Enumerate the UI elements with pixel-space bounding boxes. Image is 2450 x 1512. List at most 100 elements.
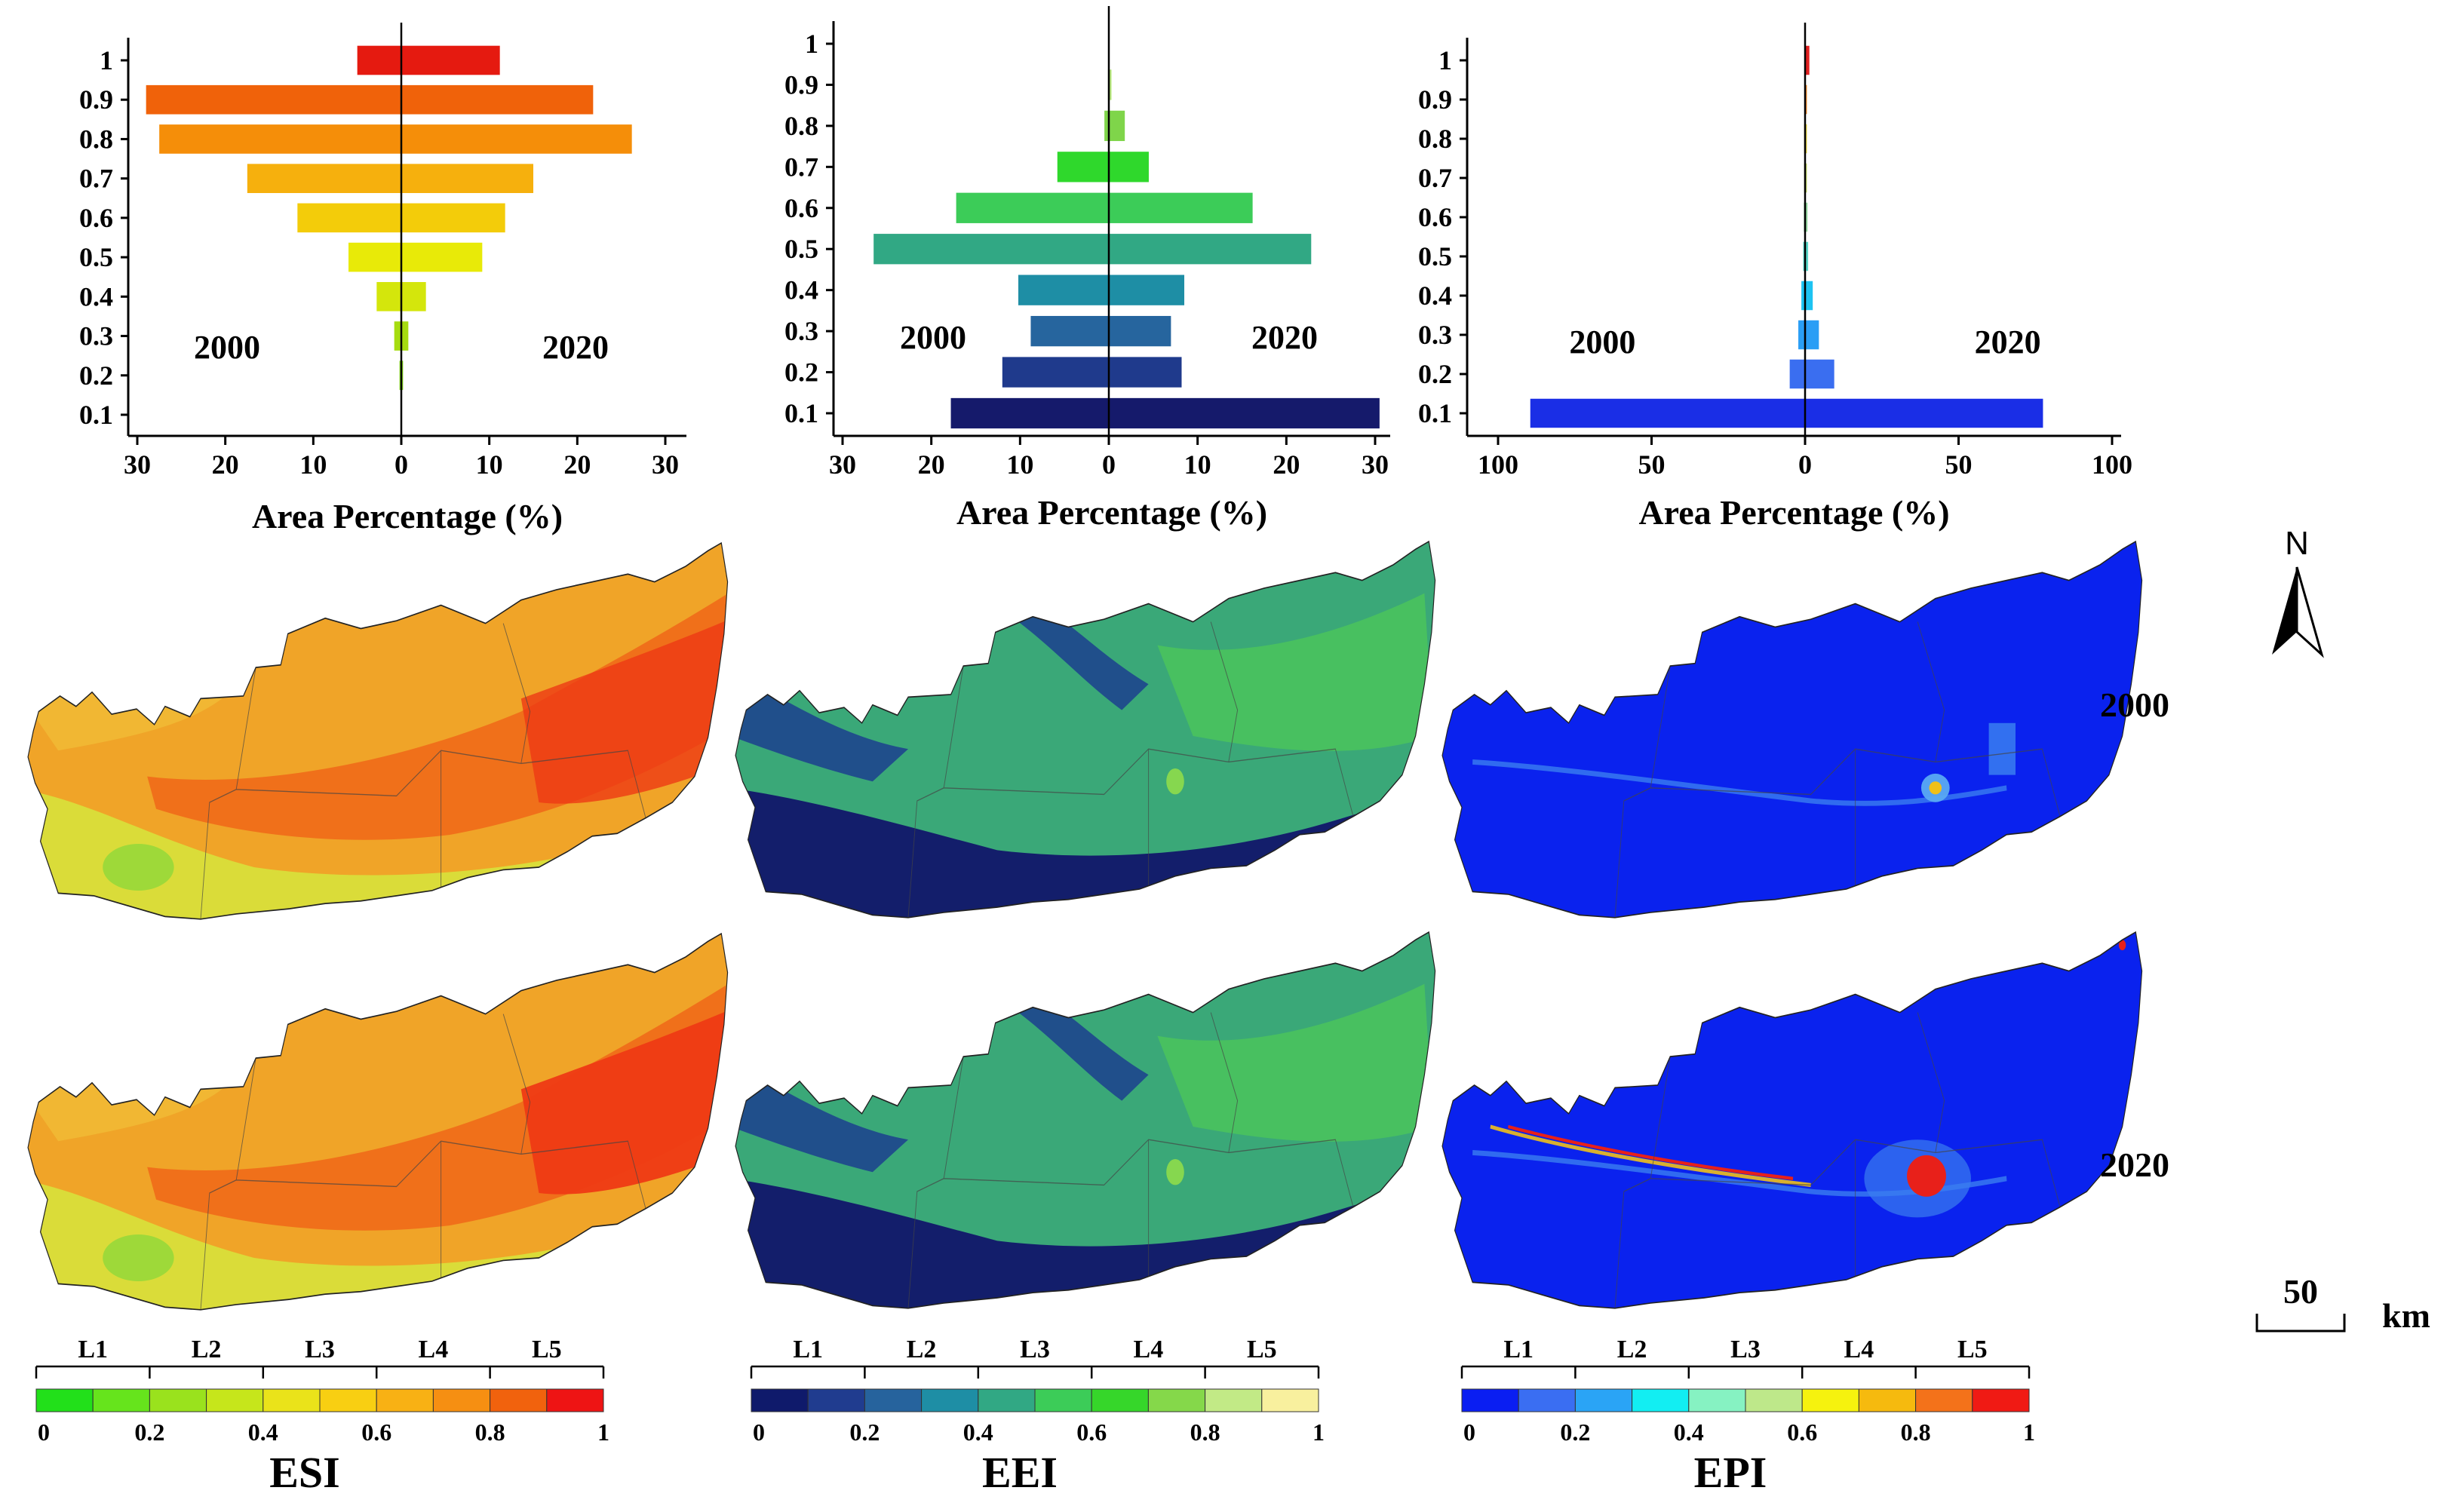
bar-2020-1 xyxy=(1805,45,1810,75)
level-label: L2 xyxy=(1617,1336,1647,1363)
y-tick-label: 0.1 xyxy=(79,400,113,430)
color-legends: L1 L2 L3 L4 L5 0 0.2 0.4 0.6 0.8 1 ESI L1 L2 L3 L4 L5 0 0.… xyxy=(35,1336,2035,1497)
map-esi-2020 xyxy=(27,933,729,1311)
x-tick-label: 0 xyxy=(1102,449,1116,480)
bar-2000-1 xyxy=(357,45,401,75)
bar-2000-0.4 xyxy=(1801,281,1805,311)
x-tick-label: 30 xyxy=(829,449,856,480)
eei-pyramid-chart: 0.1 0.2 0.3 0.4 0.5 0.6 0.7 0.8 0.9 1 30 20 10 0 10 20 3… xyxy=(784,6,1390,532)
map-region-fill xyxy=(1442,541,2142,918)
bar-2000-0.3 xyxy=(1030,315,1109,347)
legend-swatch xyxy=(1518,1388,1576,1412)
bar-2020-0.2 xyxy=(1109,357,1182,388)
x-tick-label: 30 xyxy=(652,449,679,480)
x-tick-label: 30 xyxy=(124,449,151,480)
level-label: L1 xyxy=(1503,1336,1534,1363)
bar-2020-0.3 xyxy=(1109,315,1171,347)
level-label: L5 xyxy=(532,1336,562,1363)
x-tick-label: 50 xyxy=(1638,449,1666,480)
map-texture xyxy=(1472,940,2126,1308)
x-tick-label: 0 xyxy=(395,449,408,480)
bar-2000-0.5 xyxy=(873,234,1109,265)
x-tick-label: 10 xyxy=(1184,449,1211,480)
x-tick-label: 20 xyxy=(918,449,945,480)
y-tick-label: 0.2 xyxy=(1418,359,1452,389)
bar-2020-0.9 xyxy=(1109,69,1112,100)
hot-zone xyxy=(520,1011,728,1195)
bar-2020-0.6 xyxy=(1805,202,1808,232)
bar-2000-0.1 xyxy=(1530,398,1805,428)
legend-swatch xyxy=(1972,1388,2030,1412)
yellow-corridor xyxy=(1490,1124,1811,1187)
legend-tick-label: 0 xyxy=(38,1418,50,1446)
bar-2020-0.1 xyxy=(1805,398,2043,428)
bar-2020-0.4 xyxy=(1109,274,1185,305)
legend-swatch xyxy=(751,1388,809,1412)
bar-2020-0.4 xyxy=(401,282,426,311)
bar-2020-0.8 xyxy=(401,124,632,154)
legend-tick-label: 0.4 xyxy=(248,1418,278,1446)
bar-2020-0.5 xyxy=(401,242,483,272)
green-patch xyxy=(103,1234,174,1281)
scale-bar-value: 50 xyxy=(2283,1272,2318,1311)
bar-2020-0.7 xyxy=(1109,152,1149,182)
right-year-label: 2020 xyxy=(1251,319,1318,356)
bar-2020-0.2 xyxy=(1805,359,1834,389)
boundary-lines xyxy=(200,623,646,919)
legend-tick-label: 0 xyxy=(1463,1418,1475,1446)
legend-tick-label: 1 xyxy=(597,1418,609,1446)
legend-swatch xyxy=(35,1388,94,1412)
legend-tick-label: 0.8 xyxy=(1190,1418,1220,1446)
legend-tick-label: 1 xyxy=(1312,1418,1325,1446)
bar-2000-0.6 xyxy=(297,203,401,233)
bar-2020-0.3 xyxy=(1805,320,1819,350)
north-dark-zone xyxy=(1015,593,1149,710)
x-axis-title: Area Percentage (%) xyxy=(1638,493,1949,532)
legend-swatch xyxy=(1915,1388,1973,1412)
boundary-lines xyxy=(907,621,1354,918)
bar-2000-0.8 xyxy=(1104,110,1109,142)
y-tick-label: 0.3 xyxy=(784,316,818,346)
bar-2000-0.3 xyxy=(394,321,401,351)
legend-swatch xyxy=(1091,1388,1149,1412)
legend-swatch xyxy=(1745,1388,1803,1412)
x-axis-title: Area Percentage (%) xyxy=(252,497,563,535)
scale-bar-unit: km xyxy=(2382,1296,2430,1335)
red-corridor xyxy=(1508,1124,1794,1180)
boundary-lines xyxy=(200,1014,646,1310)
x-tick-label: 20 xyxy=(212,449,239,480)
legend-swatch xyxy=(1461,1388,1519,1412)
legend-tick-label: 0.4 xyxy=(1674,1418,1704,1446)
level-label: L2 xyxy=(192,1336,222,1363)
row-year-label-top: 2000 xyxy=(2100,685,2169,724)
map-epi-2020 xyxy=(1441,931,2143,1309)
map-region-fill xyxy=(1442,932,2142,1308)
index-label: EEI xyxy=(982,1448,1058,1497)
legend-tick-label: 0.2 xyxy=(1560,1418,1590,1446)
bar-2000-0.7 xyxy=(247,164,401,193)
y-tick-label: 0.2 xyxy=(79,360,113,391)
bar-2000-0.3 xyxy=(1798,320,1805,350)
bar-2020-0.8 xyxy=(1109,110,1125,142)
legend-tick-label: 0 xyxy=(753,1418,765,1446)
level-label: L2 xyxy=(907,1336,937,1363)
legend-tick-label: 0.8 xyxy=(475,1418,505,1446)
bar-2000-0.6 xyxy=(956,192,1109,223)
legend-swatch xyxy=(376,1388,434,1412)
north-label: N xyxy=(2285,525,2309,562)
bar-2020-0.7 xyxy=(401,164,533,193)
bar-2020-0.9 xyxy=(401,84,594,115)
urban-core xyxy=(1907,1155,1946,1197)
epi-pyramid-chart: 0.1 0.2 0.3 0.4 0.5 0.6 0.7 0.8 0.9 1 100 50 0 50 100 2… xyxy=(1418,23,2132,532)
y-tick-label: 0.1 xyxy=(784,398,818,428)
bright-spot xyxy=(1166,1159,1184,1185)
map-epi-2000 xyxy=(1441,541,2143,919)
level-label: L1 xyxy=(793,1336,823,1363)
legend-swatch xyxy=(1858,1388,1917,1412)
index-label: EPI xyxy=(1694,1448,1767,1497)
legend-swatch xyxy=(546,1388,604,1412)
level-label: L3 xyxy=(1020,1336,1050,1363)
y-tick-label: 0.9 xyxy=(1418,84,1452,115)
y-tick-label: 0.3 xyxy=(1418,320,1452,350)
bar-2020-0.6 xyxy=(1109,192,1253,223)
